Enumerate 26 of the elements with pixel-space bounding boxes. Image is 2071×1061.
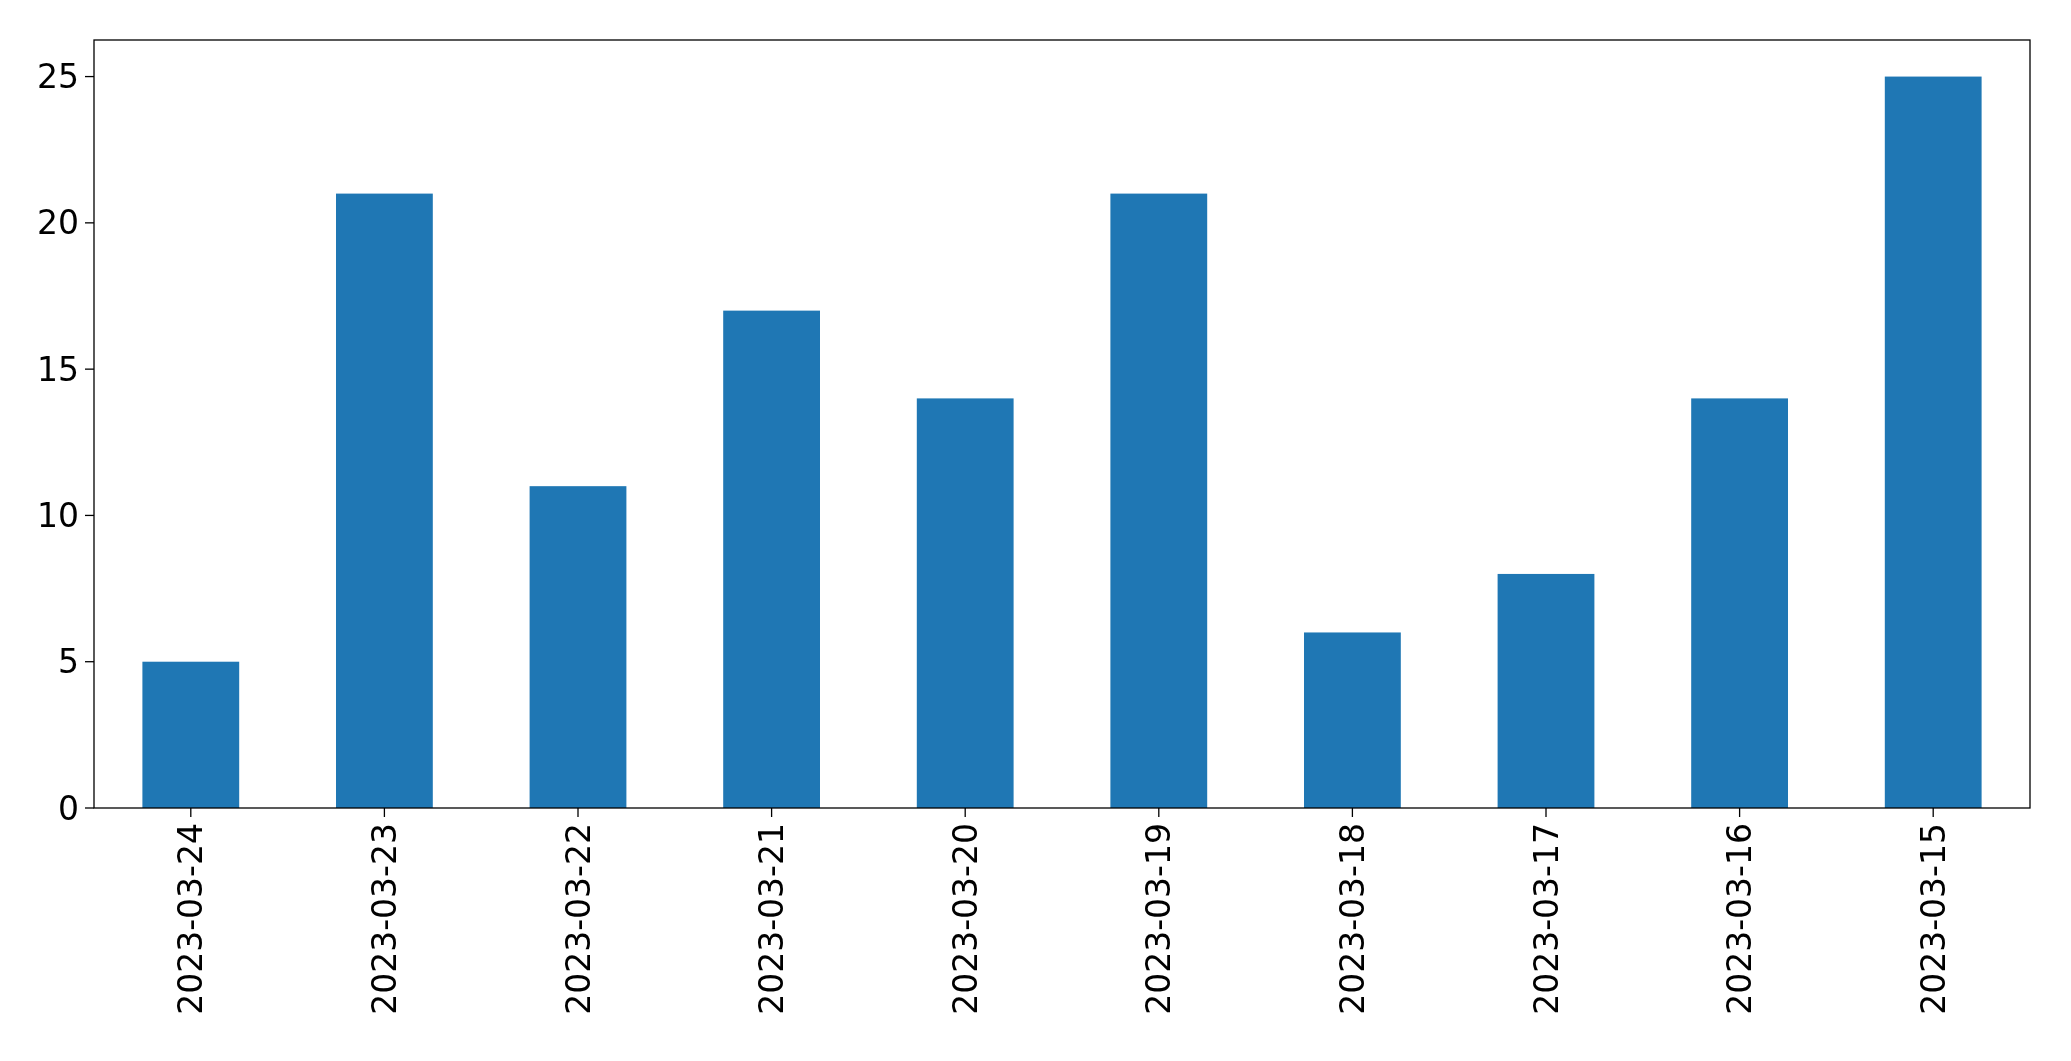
bar [916, 398, 1014, 808]
y-tick-label: 20 [37, 203, 79, 243]
x-tick-label: 2023-03-19 [1139, 823, 1179, 1015]
y-tick-label: 25 [37, 57, 79, 97]
x-tick-label: 2023-03-21 [752, 823, 792, 1015]
y-tick-label: 15 [37, 349, 79, 389]
bar [529, 486, 627, 808]
x-tick-label: 2023-03-17 [1526, 823, 1566, 1015]
bar [1110, 193, 1208, 808]
bar [1497, 573, 1595, 808]
x-tick-label: 2023-03-23 [364, 823, 404, 1015]
bar [142, 661, 240, 808]
bar [723, 310, 820, 808]
y-tick-label: 5 [58, 642, 79, 682]
bar [1304, 632, 1401, 808]
x-tick-label: 2023-03-18 [1332, 823, 1372, 1015]
y-tick-label: 10 [37, 495, 79, 535]
x-tick-label: 2023-03-15 [1913, 823, 1953, 1015]
bar [336, 193, 433, 808]
bar [1884, 76, 1982, 808]
y-tick-label: 0 [58, 788, 79, 828]
bar [1691, 398, 1788, 808]
x-tick-label: 2023-03-20 [945, 823, 985, 1015]
x-tick-label: 2023-03-16 [1720, 823, 1760, 1015]
x-tick-label: 2023-03-24 [171, 823, 211, 1015]
x-tick-label: 2023-03-22 [558, 823, 598, 1015]
